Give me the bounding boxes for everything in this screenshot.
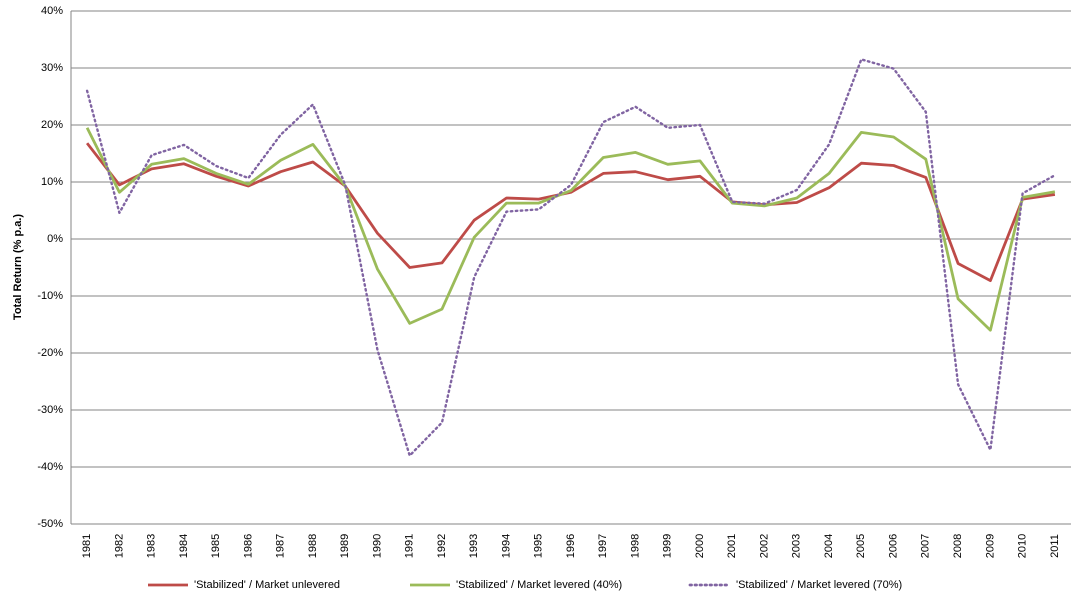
x-tick-label: 2003 (791, 534, 803, 558)
x-tick-label: 1984 (178, 534, 190, 558)
x-tick-label: 2007 (920, 534, 932, 558)
x-tick-label: 1994 (500, 534, 512, 558)
y-tick-label: -40% (37, 461, 63, 473)
x-tick-label: 1989 (339, 534, 351, 558)
x-tick-label: 2009 (984, 534, 996, 558)
x-tick-label: 1999 (662, 534, 674, 558)
x-tick-label: 1993 (468, 534, 480, 558)
x-tick-label: 1996 (565, 534, 577, 558)
x-tick-label: 1987 (275, 534, 287, 558)
y-tick-label: 0% (47, 233, 63, 245)
y-tick-label: 40% (41, 5, 63, 17)
x-tick-label: 2000 (694, 534, 706, 558)
x-tick-label: 2002 (758, 534, 770, 558)
x-tick-label: 2011 (1049, 534, 1061, 558)
x-tick-label: 2006 (887, 534, 899, 558)
legend-label: 'Stabilized' / Market unlevered (194, 579, 340, 591)
y-tick-label: -30% (37, 404, 63, 416)
y-tick-label: 10% (41, 176, 63, 188)
series-line (85, 127, 1056, 332)
x-tick-label: 1992 (436, 534, 448, 558)
y-tick-label: -20% (37, 347, 63, 359)
y-tick-label: 20% (41, 119, 63, 131)
x-tick-label: 2001 (726, 534, 738, 558)
x-tick-label: 1986 (242, 534, 254, 558)
y-tick-label: 30% (41, 62, 63, 74)
x-tick-label: 2008 (952, 534, 964, 558)
x-tick-label: 1995 (533, 534, 545, 558)
series-line (85, 142, 1056, 282)
x-tick-label: 1981 (81, 534, 93, 558)
x-tick-label: 1985 (210, 534, 222, 558)
x-tick-label: 2005 (855, 534, 867, 558)
y-tick-label: -10% (37, 290, 63, 302)
y-tick-label: -50% (37, 518, 63, 530)
x-tick-label: 1990 (371, 534, 383, 558)
x-tick-label: 2004 (823, 534, 835, 558)
y-axis-title: Total Return (% p.a.) (12, 214, 24, 320)
x-tick-label: 2010 (1017, 534, 1029, 558)
x-tick-label: 1998 (629, 534, 641, 558)
series-line (85, 58, 1057, 457)
x-tick-label: 1983 (146, 534, 158, 558)
x-tick-label: 1997 (597, 534, 609, 558)
x-tick-label: 1988 (307, 534, 319, 558)
legend-label: 'Stabilized' / Market levered (70%) (736, 579, 902, 591)
legend-label: 'Stabilized' / Market levered (40%) (456, 579, 622, 591)
x-tick-label: 1991 (404, 534, 416, 558)
x-tick-label: 1982 (113, 534, 125, 558)
